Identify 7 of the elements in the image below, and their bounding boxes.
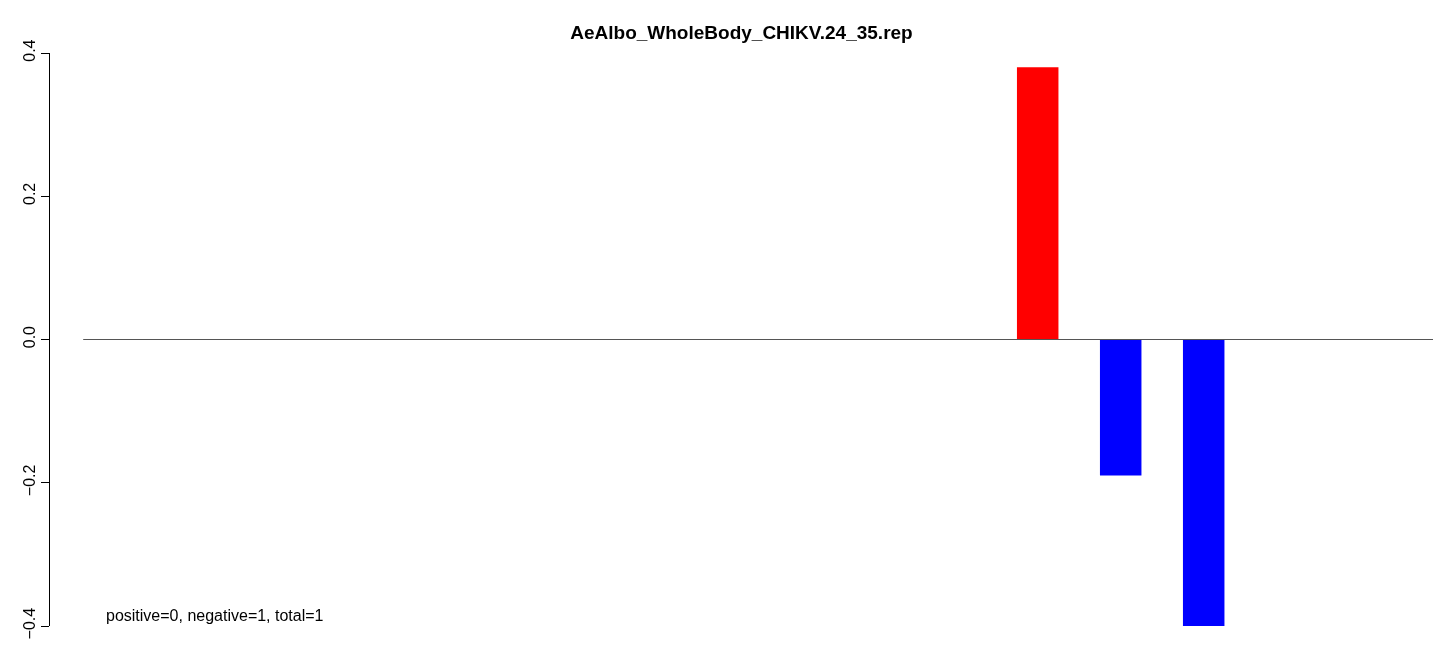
y-tick-label: 0.4 xyxy=(20,39,38,62)
annotation: positive=0, negative=1, total=1 xyxy=(106,607,324,624)
y-tick-label: −0.2 xyxy=(20,464,38,497)
y-tick-label: 0.0 xyxy=(20,325,38,349)
chart-title: AeAlbo_WholeBody_CHIKV.24_35.rep xyxy=(570,21,913,43)
y-tick-label: −0.4 xyxy=(20,607,38,640)
y-tick-label: 0.2 xyxy=(20,182,38,205)
